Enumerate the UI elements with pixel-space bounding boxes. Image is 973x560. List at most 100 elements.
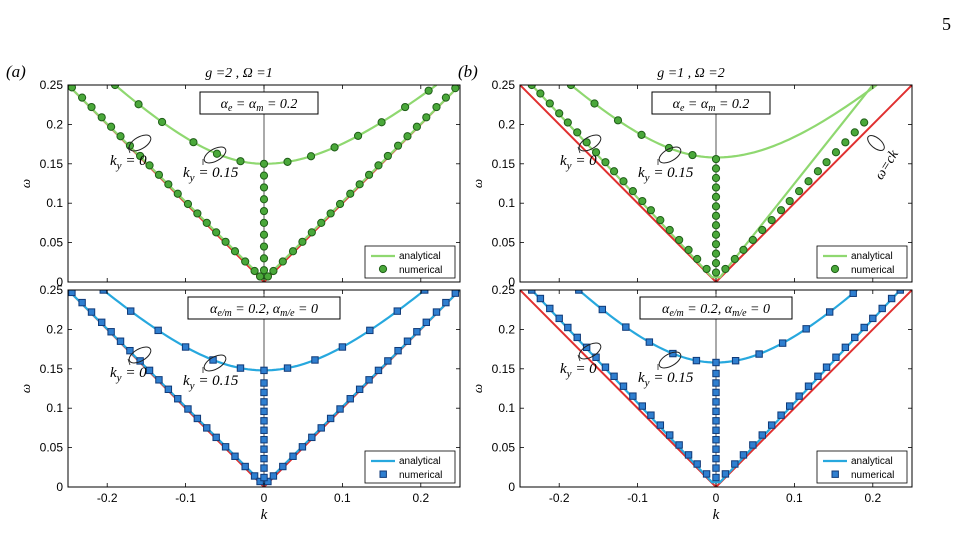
numerical-point-vertical bbox=[260, 417, 268, 425]
alpha-symbol: α bbox=[662, 302, 670, 317]
numerical-point-ky0 bbox=[795, 187, 804, 196]
numerical-point-ky015 bbox=[330, 143, 339, 152]
numerical-point-ky0 bbox=[87, 102, 96, 112]
numerical-point-ky0 bbox=[289, 452, 297, 460]
numerical-point-ky0 bbox=[68, 290, 76, 297]
numerical-point-vertical bbox=[712, 445, 720, 453]
numerical-point-ky015 bbox=[401, 102, 410, 112]
alpha-subscript: e/m bbox=[669, 308, 683, 319]
numerical-point-ky015 bbox=[421, 290, 429, 294]
panel-header: g =2 , Ω =1 bbox=[205, 66, 273, 81]
numerical-point-ky0 bbox=[693, 460, 701, 468]
numerical-point-ky0 bbox=[164, 180, 173, 189]
numerical-point-ky0 bbox=[638, 402, 647, 410]
numerical-point-ky015 bbox=[825, 308, 834, 316]
label-ellipse bbox=[128, 346, 152, 364]
parameter-box bbox=[187, 296, 341, 320]
alpha-subscript: e bbox=[680, 103, 685, 114]
numerical-point-ky0 bbox=[785, 196, 794, 206]
box-value: = 0 bbox=[295, 302, 318, 317]
numerical-point-ky0 bbox=[264, 477, 272, 486]
numerical-point-ky0 bbox=[126, 346, 134, 355]
numerical-point-ky015 bbox=[181, 343, 190, 351]
numerical-point-ky0 bbox=[785, 402, 794, 410]
axes-frame bbox=[67, 84, 461, 283]
ky0-annotation: ky = 0 bbox=[560, 361, 597, 380]
numerical-point-ky0 bbox=[591, 148, 601, 157]
numerical-point-ky0 bbox=[193, 209, 202, 218]
numerical-point-vertical bbox=[260, 445, 268, 453]
y-tick-label: 0.1 bbox=[498, 401, 515, 415]
numerical-point-ky0 bbox=[298, 443, 307, 451]
numerical-point-ky0 bbox=[609, 167, 619, 176]
y-tick-label: 0 bbox=[508, 480, 515, 494]
numerical-point-ky015 bbox=[236, 157, 245, 166]
y-tick-label: 0.2 bbox=[46, 117, 63, 131]
legend-marker-swatch bbox=[831, 470, 839, 478]
numerical-point-ky0 bbox=[822, 158, 831, 167]
y-tick-label: 0.15 bbox=[492, 362, 516, 376]
numerical-point-ky0 bbox=[832, 353, 840, 361]
numerical-point-ky0 bbox=[413, 328, 421, 336]
y-tick-label: 0.05 bbox=[492, 441, 516, 455]
numerical-point-ky015 bbox=[283, 157, 292, 166]
numerical-point-ky0 bbox=[656, 216, 665, 225]
alpha-symbol: = α bbox=[232, 97, 256, 112]
numerical-point-ky0 bbox=[107, 122, 116, 131]
x-tick-label: 0.2 bbox=[864, 491, 881, 505]
numerical-point-ky0 bbox=[767, 216, 776, 225]
numerical-point-ky0 bbox=[145, 161, 154, 170]
numerical-point-ky0 bbox=[573, 128, 582, 137]
x-tick-label: 0.1 bbox=[334, 491, 351, 505]
numerical-point-ky0 bbox=[628, 187, 637, 196]
numerical-point-ky0 bbox=[298, 237, 307, 246]
numerical-point-ky0 bbox=[212, 228, 221, 237]
numerical-point-ky0 bbox=[98, 318, 106, 327]
axes-frame bbox=[519, 84, 913, 283]
legend-label-numerical: numerical bbox=[399, 265, 442, 276]
label-ellipse bbox=[578, 342, 602, 360]
numerical-point-vertical bbox=[711, 164, 721, 173]
numerical-point-ky0 bbox=[203, 424, 211, 432]
numerical-point-ky0 bbox=[601, 158, 610, 167]
numerical-point-ky0 bbox=[269, 472, 278, 480]
numerical-point-ky015 bbox=[366, 326, 374, 335]
numerical-point-ky015 bbox=[236, 364, 245, 372]
numerical-point-ky0 bbox=[831, 148, 841, 157]
numerical-point-ky0 bbox=[256, 477, 264, 486]
numerical-point-ky0 bbox=[822, 363, 831, 371]
parameter-box-label: αe = αm = 0.2 bbox=[221, 97, 298, 114]
alpha-subscript: m bbox=[256, 103, 263, 114]
numerical-point-ky0 bbox=[851, 333, 859, 342]
numerical-point-vertical bbox=[260, 398, 268, 406]
y-tick-label: 0 bbox=[508, 275, 515, 289]
k-symbol: k bbox=[110, 153, 117, 169]
alpha-subscript: m/e bbox=[280, 308, 295, 319]
numerical-point-vertical bbox=[259, 183, 269, 192]
numerical-point-ky0 bbox=[647, 411, 655, 419]
numerical-point-vertical bbox=[711, 230, 721, 239]
numerical-point-ky0 bbox=[638, 196, 647, 206]
numerical-point-vertical bbox=[711, 240, 721, 249]
alpha-subscript: e/m bbox=[217, 308, 231, 319]
page-number: 5 bbox=[942, 14, 951, 34]
legend-box bbox=[364, 245, 456, 279]
numerical-point-ky015 bbox=[260, 366, 268, 375]
numerical-point-ky0 bbox=[758, 431, 766, 439]
y-tick-label: 0.05 bbox=[40, 236, 64, 250]
y-tick-label: 0.25 bbox=[40, 283, 64, 297]
numerical-point-ky0 bbox=[860, 323, 868, 332]
y-subscript: y bbox=[116, 372, 122, 384]
numerical-point-ky0 bbox=[432, 102, 441, 112]
parameter-box bbox=[651, 91, 771, 115]
axes-frame bbox=[67, 289, 461, 488]
numerical-point-ky0 bbox=[364, 170, 374, 179]
numerical-point-vertical bbox=[259, 195, 269, 204]
k-symbol: k bbox=[560, 361, 567, 377]
numerical-point-ky0 bbox=[403, 132, 412, 141]
y-subscript: y bbox=[189, 380, 195, 392]
numerical-point-ky015 bbox=[353, 131, 363, 140]
ky-value: = 0 bbox=[572, 361, 598, 377]
alpha-symbol: = α bbox=[684, 97, 708, 112]
parameter-box bbox=[199, 91, 319, 115]
